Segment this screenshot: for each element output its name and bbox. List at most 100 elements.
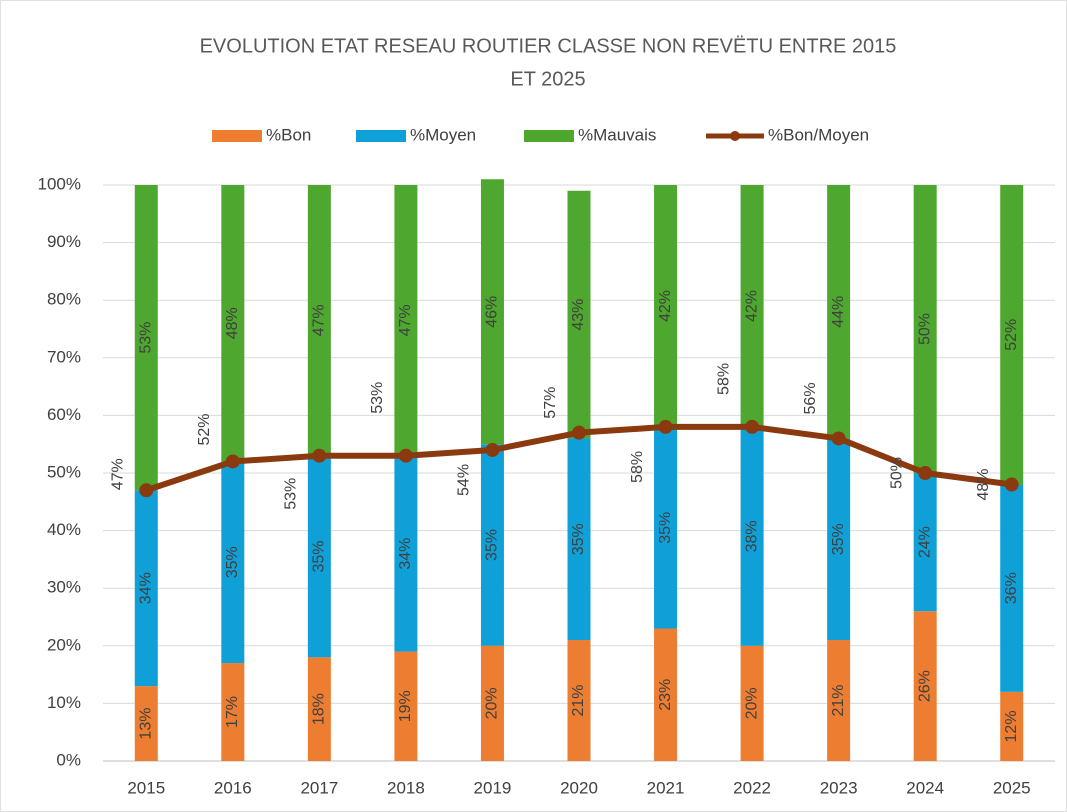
data-label: 12% (1003, 710, 1020, 742)
bar-segment (307, 657, 331, 761)
y-tick-label: 30% (47, 578, 81, 597)
line-point (572, 425, 586, 440)
bar-segment (307, 455, 331, 658)
line-point (485, 442, 500, 457)
data-label: 19% (397, 690, 414, 722)
data-label: 47% (311, 304, 328, 336)
bar-segment (913, 473, 937, 612)
y-tick-label: 0% (56, 750, 81, 769)
bar-segment (480, 179, 504, 445)
line-point (398, 448, 413, 463)
data-label: 13% (137, 708, 154, 740)
data-label: 36% (1003, 572, 1020, 604)
data-label: 58% (715, 363, 732, 395)
bar-segment (654, 185, 678, 427)
y-tick-label: 90% (47, 232, 81, 251)
x-tick-label: 2018 (387, 778, 425, 797)
bar-segment (1000, 185, 1024, 485)
x-tick-label: 2017 (300, 778, 338, 797)
legend-swatch (524, 130, 574, 142)
data-label: 52% (196, 413, 213, 445)
y-tick-label: 40% (47, 520, 81, 539)
bar-segment (740, 185, 764, 427)
data-label: 21% (570, 685, 587, 717)
line-point (658, 419, 673, 434)
data-label: 17% (224, 696, 241, 728)
data-label: 24% (916, 526, 933, 558)
bar-segment (654, 628, 678, 761)
data-label: 35% (224, 546, 241, 578)
bar-segment (307, 185, 331, 456)
bar-segment (134, 185, 158, 491)
data-label: 42% (743, 290, 760, 322)
bar-segment (1000, 691, 1024, 761)
bar-segment (1000, 484, 1024, 692)
data-label: 38% (743, 520, 760, 552)
data-label: 35% (830, 523, 847, 555)
data-label: 21% (830, 685, 847, 717)
data-label: 20% (484, 687, 501, 719)
bar-segment (567, 190, 591, 439)
x-tick-label: 2021 (647, 778, 685, 797)
bar-segment (480, 645, 504, 761)
data-label: 42% (657, 290, 674, 322)
data-label: 54% (456, 464, 473, 496)
bar-segment (913, 611, 937, 761)
data-label: 57% (542, 387, 559, 419)
data-label: 26% (916, 670, 933, 702)
legend-swatch (212, 130, 262, 142)
data-label: 50% (916, 313, 933, 345)
line-point (1004, 477, 1019, 492)
x-tick-label: 2019 (474, 778, 512, 797)
line-point (831, 431, 846, 446)
bar-segment (394, 651, 418, 761)
x-tick-label: 2020 (560, 778, 598, 797)
legend-label: %Bon/Moyen (768, 125, 869, 144)
y-tick-label: 80% (47, 290, 81, 309)
data-label: 53% (137, 322, 154, 354)
data-label: 53% (283, 478, 300, 510)
bar-segment (480, 444, 504, 646)
data-label: 53% (369, 382, 386, 414)
legend-swatch (730, 131, 740, 141)
x-tick-label: 2024 (906, 778, 944, 797)
bar-segment (221, 663, 245, 761)
y-tick-label: 60% (47, 405, 81, 424)
x-tick-label: 2015 (127, 778, 165, 797)
data-label: 44% (830, 296, 847, 328)
data-label: 35% (484, 529, 501, 561)
legend-label: %Bon (266, 125, 311, 144)
data-label: 47% (397, 304, 414, 336)
x-tick-label: 2022 (733, 778, 771, 797)
legend-swatch (356, 130, 406, 142)
bar-segment (827, 185, 851, 439)
line-point (225, 454, 240, 469)
y-tick-label: 70% (47, 347, 81, 366)
bar-segment (134, 686, 158, 761)
data-label: 50% (888, 457, 905, 489)
bar-segment (221, 185, 245, 462)
y-tick-label: 20% (47, 635, 81, 654)
data-label: 58% (629, 451, 646, 483)
data-label: 56% (802, 382, 819, 414)
bar-segment (740, 645, 764, 761)
bar-segment (740, 426, 764, 646)
chart-title: ET 2025 (510, 68, 585, 90)
bar-segment (827, 640, 851, 761)
data-label: 52% (1003, 319, 1020, 351)
data-label: 34% (137, 572, 154, 604)
x-tick-label: 2023 (820, 778, 858, 797)
data-label: 35% (657, 512, 674, 544)
data-label: 43% (570, 299, 587, 331)
data-label: 46% (484, 296, 501, 328)
line-point (918, 466, 933, 480)
data-label: 35% (311, 541, 328, 573)
y-tick-label: 10% (47, 693, 81, 712)
x-tick-label: 2025 (993, 778, 1031, 797)
bar-segment (654, 426, 678, 629)
data-label: 47% (109, 458, 126, 490)
data-label: 18% (311, 693, 328, 725)
